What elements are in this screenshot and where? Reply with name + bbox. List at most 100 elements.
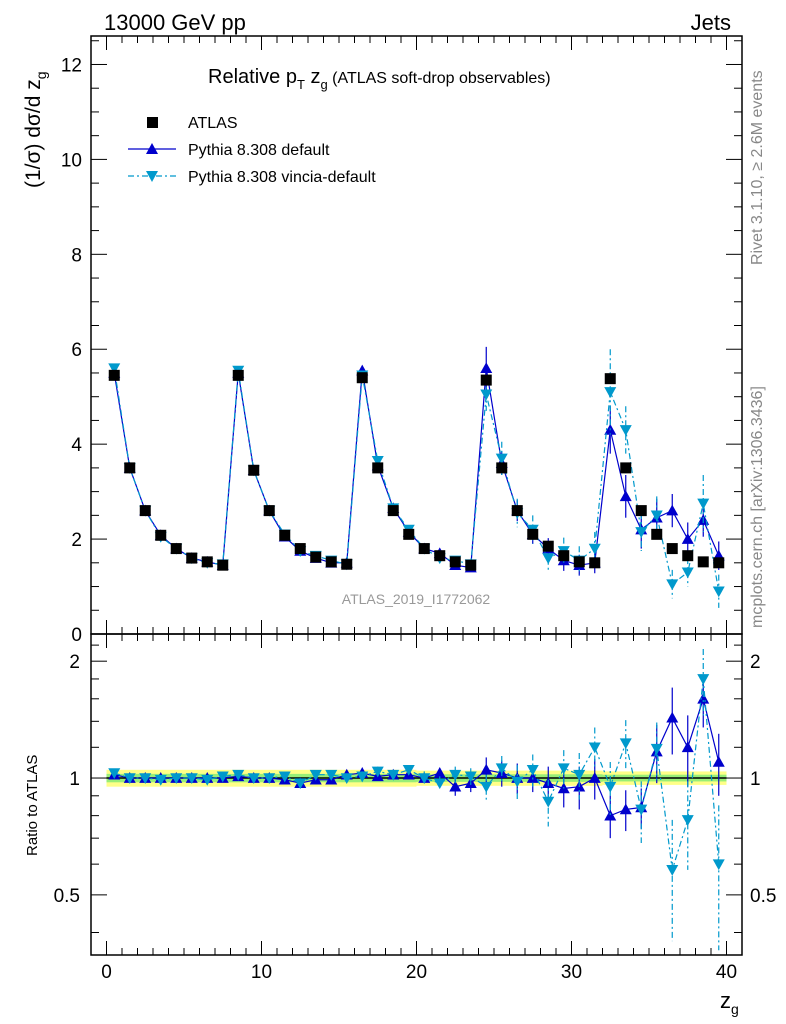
point-atlas [325, 556, 337, 568]
ratio-point-pythia-vincia [294, 778, 307, 790]
ratio-point-pythia-default [480, 763, 493, 775]
ratio-tick-label-right: 1 [750, 769, 761, 790]
point-pythia-vincia [619, 425, 632, 436]
x-tick-label: 20 [406, 962, 427, 983]
point-pythia-vincia [681, 567, 694, 579]
ratio-point-pythia-default [433, 767, 446, 778]
point-atlas [449, 556, 461, 568]
ratio-point-pythia-vincia [449, 769, 462, 781]
point-atlas [434, 550, 446, 562]
legend-marker-atlas [147, 117, 158, 128]
ratio-y-axis-label: Ratio to ATLAS [24, 755, 41, 856]
point-atlas [232, 369, 244, 381]
point-atlas [310, 551, 322, 563]
main-series-layer [108, 346, 725, 608]
ratio-point-pythia-vincia [464, 771, 477, 783]
point-pythia-vincia [495, 453, 508, 465]
ratio-point-pythia-vincia [232, 769, 245, 781]
point-pythia-vincia [588, 543, 601, 555]
point-pythia-default [681, 533, 694, 544]
analysis-label: ATLAS_2019_I1772062 [342, 591, 491, 607]
ratio-point-pythia-vincia [573, 769, 586, 781]
ratio-point-pythia-vincia [526, 765, 539, 776]
mcplots-label: mcplots.cern.ch [arXiv:1306.3436] [749, 386, 766, 628]
ratio-point-pythia-vincia [433, 778, 446, 790]
point-pythia-vincia [650, 510, 663, 522]
x-tick-label: 40 [716, 962, 737, 983]
point-atlas [604, 373, 616, 385]
ratio-point-pythia-default [681, 741, 694, 753]
ratio-point-pythia-vincia [681, 815, 694, 826]
point-atlas [108, 369, 120, 381]
point-atlas [713, 557, 725, 569]
point-atlas [248, 464, 260, 476]
point-pythia-default [666, 504, 679, 516]
legend-label-pythia-vincia: Pythia 8.308 vincia-default [188, 169, 376, 186]
y-tick-label: 0 [71, 625, 82, 646]
ratio-point-pythia-vincia [418, 773, 431, 785]
ratio-point-pythia-vincia [480, 781, 493, 793]
ratio-point-pythia-vincia [340, 773, 353, 785]
point-atlas [589, 557, 601, 569]
x-tick-label: 30 [561, 962, 582, 983]
y-tick-label: 6 [71, 340, 82, 361]
ratio-point-pythia-vincia [635, 804, 648, 816]
ratio-point-pythia-vincia [309, 769, 322, 781]
ratio-point-pythia-default [712, 755, 725, 767]
legend: ATLAS Pythia 8.308 default Pythia 8.308 … [128, 115, 376, 186]
ratio-point-pythia-vincia [666, 865, 679, 876]
legend-marker-pythia-default [146, 143, 158, 154]
y-tick-label: 10 [61, 150, 82, 171]
point-pythia-vincia [697, 498, 710, 510]
point-atlas [387, 505, 399, 517]
ratio-point-pythia-default [449, 780, 462, 792]
x-axis-label: zg [720, 988, 739, 1017]
ratio-point-pythia-vincia [619, 738, 632, 750]
y-tick-label: 12 [61, 55, 82, 76]
y-tick-label: 4 [71, 435, 82, 456]
ratio-point-pythia-vincia [495, 763, 508, 775]
y-axis-label: (1/σ) dσ/d zg [22, 71, 49, 188]
ratio-point-pythia-vincia [511, 776, 524, 788]
point-pythia-vincia [542, 553, 555, 565]
header-left: 13000 GeV pp [104, 10, 246, 35]
ratio-point-pythia-vincia [325, 769, 338, 781]
point-atlas [294, 543, 306, 555]
point-atlas [465, 559, 477, 571]
point-atlas [620, 462, 632, 474]
ratio-point-pythia-vincia [371, 766, 384, 778]
point-atlas [697, 556, 709, 568]
point-atlas [372, 462, 384, 474]
point-atlas [682, 550, 694, 562]
ratio-point-pythia-vincia [185, 773, 198, 785]
legend-label-pythia-default: Pythia 8.308 default [188, 142, 330, 159]
ratio-tick-label-right: 2 [750, 652, 761, 673]
point-atlas [651, 528, 663, 540]
point-atlas [573, 556, 585, 568]
ratio-point-pythia-vincia [263, 773, 276, 785]
point-atlas [496, 462, 508, 474]
ratio-point-pythia-vincia [542, 796, 555, 808]
point-pythia-vincia [604, 387, 617, 398]
ratio-point-pythia-vincia [387, 769, 400, 781]
point-atlas [201, 556, 213, 568]
point-pythia-vincia [480, 389, 493, 401]
y-tick-label: 8 [71, 245, 82, 266]
point-atlas [186, 552, 198, 564]
point-atlas [341, 558, 353, 570]
point-atlas [217, 559, 229, 571]
ratio-point-pythia-vincia [108, 768, 121, 780]
point-pythia-vincia [108, 363, 121, 375]
ratio-point-pythia-vincia [650, 743, 663, 755]
point-pythia-default [619, 490, 632, 502]
ratio-point-pythia-vincia [588, 742, 601, 754]
ratio-point-pythia-default [697, 692, 710, 704]
point-atlas [666, 543, 678, 555]
point-atlas [403, 528, 415, 540]
point-atlas [527, 528, 539, 540]
ratio-point-pythia-vincia [356, 771, 369, 783]
ratio-point-pythia-vincia [604, 781, 617, 793]
x-tick-label: 10 [251, 962, 272, 983]
